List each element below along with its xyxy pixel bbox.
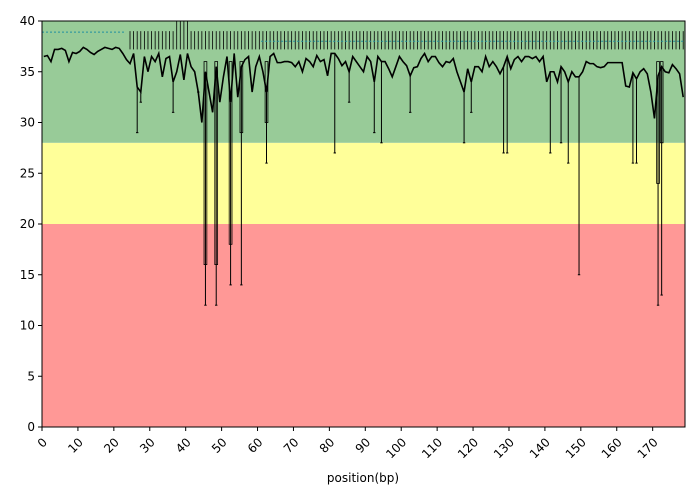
x-tick-label-50: 50 — [209, 435, 230, 456]
y-tick-label-35: 35 — [20, 65, 35, 79]
x-tick-label-150: 150 — [563, 435, 589, 461]
iqr-box-2 — [228, 61, 233, 245]
x-tick-label-130: 130 — [491, 435, 517, 461]
y-tick-label-10: 10 — [20, 319, 35, 333]
x-tick-label-110: 110 — [419, 435, 445, 461]
quality-band-0 — [42, 224, 685, 427]
whisker-layer — [42, 21, 685, 306]
quality-band-1 — [42, 142, 685, 224]
x-tick-label-120: 120 — [455, 435, 481, 461]
x-tick-label-70: 70 — [281, 435, 302, 456]
iqr-box-6 — [659, 61, 664, 144]
y-tick-label-0: 0 — [27, 420, 35, 434]
upper-quartile-marks — [129, 21, 684, 50]
y-tick-label-15: 15 — [20, 268, 35, 282]
y-tick-label-30: 30 — [20, 116, 35, 130]
quality-bands — [42, 21, 685, 427]
mean-quality-layer — [43, 46, 684, 123]
iqr-box-5 — [656, 61, 660, 184]
x-axis-title: position(bp) — [327, 471, 399, 485]
x-tick-label-0: 0 — [35, 435, 50, 450]
x-tick-label-80: 80 — [317, 435, 338, 456]
iqr-box-3 — [239, 61, 244, 134]
x-tick-label-60: 60 — [245, 435, 266, 456]
mean-quality-line — [43, 46, 684, 123]
y-tick-label-40: 40 — [20, 14, 35, 28]
x-axis: 0 10 20 30 40 50 60 70 80 90 100 110 120 130 140 150 160… — [35, 427, 661, 461]
x-tick-label-40: 40 — [173, 435, 194, 456]
iqr-box-0 — [203, 61, 208, 265]
x-tick-label-10: 10 — [65, 435, 86, 456]
x-tick-label-100: 100 — [383, 435, 409, 461]
x-tick-label-90: 90 — [353, 435, 374, 456]
iqr-box-1 — [214, 61, 219, 265]
iqr-box-4 — [264, 61, 269, 123]
x-tick-label-160: 160 — [599, 435, 625, 461]
y-axis: 0 5 10 15 20 25 30 35 40 — [20, 14, 42, 434]
y-tick-label-20: 20 — [20, 217, 35, 231]
x-tick-label-170: 170 — [635, 435, 661, 461]
x-tick-label-20: 20 — [101, 435, 122, 456]
x-tick-label-30: 30 — [137, 435, 158, 456]
x-tick-label-140: 140 — [527, 435, 553, 461]
y-tick-label-25: 25 — [20, 166, 35, 180]
y-tick-label-5: 5 — [27, 369, 35, 383]
